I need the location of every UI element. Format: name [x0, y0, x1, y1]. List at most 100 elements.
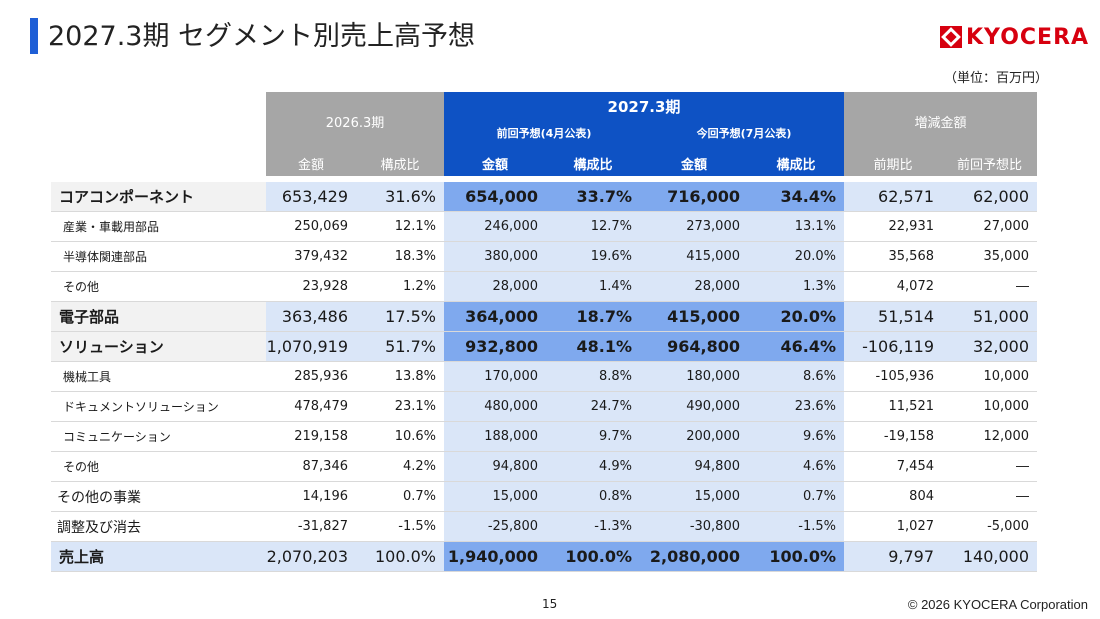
header-fy2027: 2027.3期 前回予想(4月公表) 今回予想(7月公表) [444, 92, 844, 150]
cell-ratio-curr: -1.5% [748, 511, 844, 542]
cell-amount-curr: 415,000 [640, 301, 748, 332]
header-prev-forecast: 前回予想(4月公表) [496, 127, 592, 140]
table-row: その他の事業 14,196 0.7% 15,000 0.8% 15,000 0.7% 804 ― [51, 481, 1037, 512]
cell-amount-2026: 14,196 [266, 481, 356, 512]
page-number: 15 [542, 597, 558, 611]
cell-ratio-prev: 0.8% [546, 481, 640, 512]
cell-ratio-curr: 13.1% [748, 211, 844, 242]
cell-yoy: 62,571 [844, 182, 942, 212]
cell-ratio-prev: 48.1% [546, 331, 640, 362]
cell-ratio-prev: 19.6% [546, 241, 640, 272]
cell-ratio-2026: 18.3% [356, 241, 444, 272]
cell-amount-curr: 964,800 [640, 331, 748, 362]
cell-amount-2026: 478,479 [266, 391, 356, 422]
cell-ratio-curr: 4.6% [748, 451, 844, 482]
cell-ratio-curr: 20.0% [748, 301, 844, 332]
row-label: その他の事業 [51, 481, 266, 512]
col-ratio-2026: 構成比 [356, 150, 444, 176]
table-row: その他 23,928 1.2% 28,000 1.4% 28,000 1.3% 4,072 ― [51, 271, 1037, 302]
cell-vs-prev: 32,000 [942, 331, 1037, 362]
cell-ratio-curr: 1.3% [748, 271, 844, 302]
cell-vs-prev: 12,000 [942, 421, 1037, 452]
cell-ratio-2026: 100.0% [356, 541, 444, 572]
cell-amount-prev: -25,800 [444, 511, 546, 542]
row-label: その他 [51, 271, 266, 302]
table-row: 産業・車載用部品 250,069 12.1% 246,000 12.7% 273,000 1… [51, 211, 1037, 242]
col-vs-prev: 前回予想比 [942, 150, 1037, 176]
cell-amount-prev: 480,000 [444, 391, 546, 422]
cell-vs-prev: 10,000 [942, 361, 1037, 392]
cell-ratio-prev: 9.7% [546, 421, 640, 452]
cell-amount-curr: -30,800 [640, 511, 748, 542]
kyocera-logo: KYOCERA [940, 22, 1089, 52]
cell-yoy: 1,027 [844, 511, 942, 542]
row-label: その他 [51, 451, 266, 482]
cell-ratio-2026: 4.2% [356, 451, 444, 482]
cell-ratio-2026: -1.5% [356, 511, 444, 542]
row-label: 半導体関連部品 [51, 241, 266, 272]
cell-ratio-prev: -1.3% [546, 511, 640, 542]
cell-amount-2026: 363,486 [266, 301, 356, 332]
row-label: 産業・車載用部品 [51, 211, 266, 242]
cell-ratio-prev: 33.7% [546, 182, 640, 212]
cell-amount-curr: 415,000 [640, 241, 748, 272]
table-row: 電子部品 363,486 17.5% 364,000 18.7% 415,000 20.0%… [51, 301, 1037, 332]
cell-vs-prev: 35,000 [942, 241, 1037, 272]
cell-vs-prev: ― [942, 481, 1037, 512]
title-accent-bar [30, 18, 38, 54]
cell-amount-prev: 380,000 [444, 241, 546, 272]
cell-ratio-curr: 0.7% [748, 481, 844, 512]
unit-note: （単位：百万円） [943, 71, 1048, 86]
cell-amount-2026: 87,346 [266, 451, 356, 482]
cell-yoy: 4,072 [844, 271, 942, 302]
table-row: コアコンポーネント 653,429 31.6% 654,000 33.7% 716,000… [51, 182, 1037, 212]
cell-amount-prev: 1,940,000 [444, 541, 546, 572]
cell-amount-prev: 364,000 [444, 301, 546, 332]
cell-ratio-curr: 34.4% [748, 182, 844, 212]
col-amount-prev: 金額 [444, 150, 546, 176]
cell-vs-prev: 10,000 [942, 391, 1037, 422]
cell-amount-2026: 2,070,203 [266, 541, 356, 572]
cell-yoy: 51,514 [844, 301, 942, 332]
copyright: © 2026 KYOCERA Corporation [907, 597, 1088, 612]
cell-amount-prev: 188,000 [444, 421, 546, 452]
kyocera-logo-icon [940, 26, 962, 48]
col-ratio-curr: 構成比 [748, 150, 844, 176]
cell-amount-prev: 28,000 [444, 271, 546, 302]
row-label: コアコンポーネント [51, 182, 266, 212]
segment-sales-table: 2026.3期 2027.3期 前回予想(4月公表) 今回予想(7月公表) 増減… [51, 92, 1037, 572]
cell-amount-curr: 28,000 [640, 271, 748, 302]
cell-vs-prev: 62,000 [942, 182, 1037, 212]
cell-ratio-2026: 12.1% [356, 211, 444, 242]
cell-amount-curr: 273,000 [640, 211, 748, 242]
cell-amount-curr: 490,000 [640, 391, 748, 422]
table-row: その他 87,346 4.2% 94,800 4.9% 94,800 4.6% 7,454 ― [51, 451, 1037, 482]
cell-ratio-curr: 100.0% [748, 541, 844, 572]
table-row: コミュニケーション 219,158 10.6% 188,000 9.7% 200,000 9… [51, 421, 1037, 452]
cell-amount-prev: 15,000 [444, 481, 546, 512]
cell-yoy: 11,521 [844, 391, 942, 422]
row-label: コミュニケーション [51, 421, 266, 452]
cell-ratio-prev: 100.0% [546, 541, 640, 572]
cell-amount-2026: 653,429 [266, 182, 356, 212]
cell-yoy: -105,936 [844, 361, 942, 392]
cell-ratio-prev: 8.8% [546, 361, 640, 392]
cell-amount-curr: 2,080,000 [640, 541, 748, 572]
cell-ratio-curr: 8.6% [748, 361, 844, 392]
header-fy2026: 2026.3期 [266, 92, 444, 150]
cell-ratio-2026: 1.2% [356, 271, 444, 302]
cell-amount-prev: 246,000 [444, 211, 546, 242]
table-row: 半導体関連部品 379,432 18.3% 380,000 19.6% 415,000 20… [51, 241, 1037, 272]
cell-yoy: 7,454 [844, 451, 942, 482]
table-row: ドキュメントソリューション 478,479 23.1% 480,000 24.7% 490… [51, 391, 1037, 422]
cell-amount-prev: 94,800 [444, 451, 546, 482]
cell-vs-prev: ― [942, 271, 1037, 302]
logo-text: KYOCERA [966, 24, 1090, 50]
cell-amount-2026: 250,069 [266, 211, 356, 242]
cell-vs-prev: 51,000 [942, 301, 1037, 332]
cell-ratio-2026: 23.1% [356, 391, 444, 422]
cell-yoy: 22,931 [844, 211, 942, 242]
cell-vs-prev: ― [942, 451, 1037, 482]
table-row: 機械工具 285,936 13.8% 170,000 8.8% 180,000 8.6% -1… [51, 361, 1037, 392]
cell-ratio-2026: 0.7% [356, 481, 444, 512]
